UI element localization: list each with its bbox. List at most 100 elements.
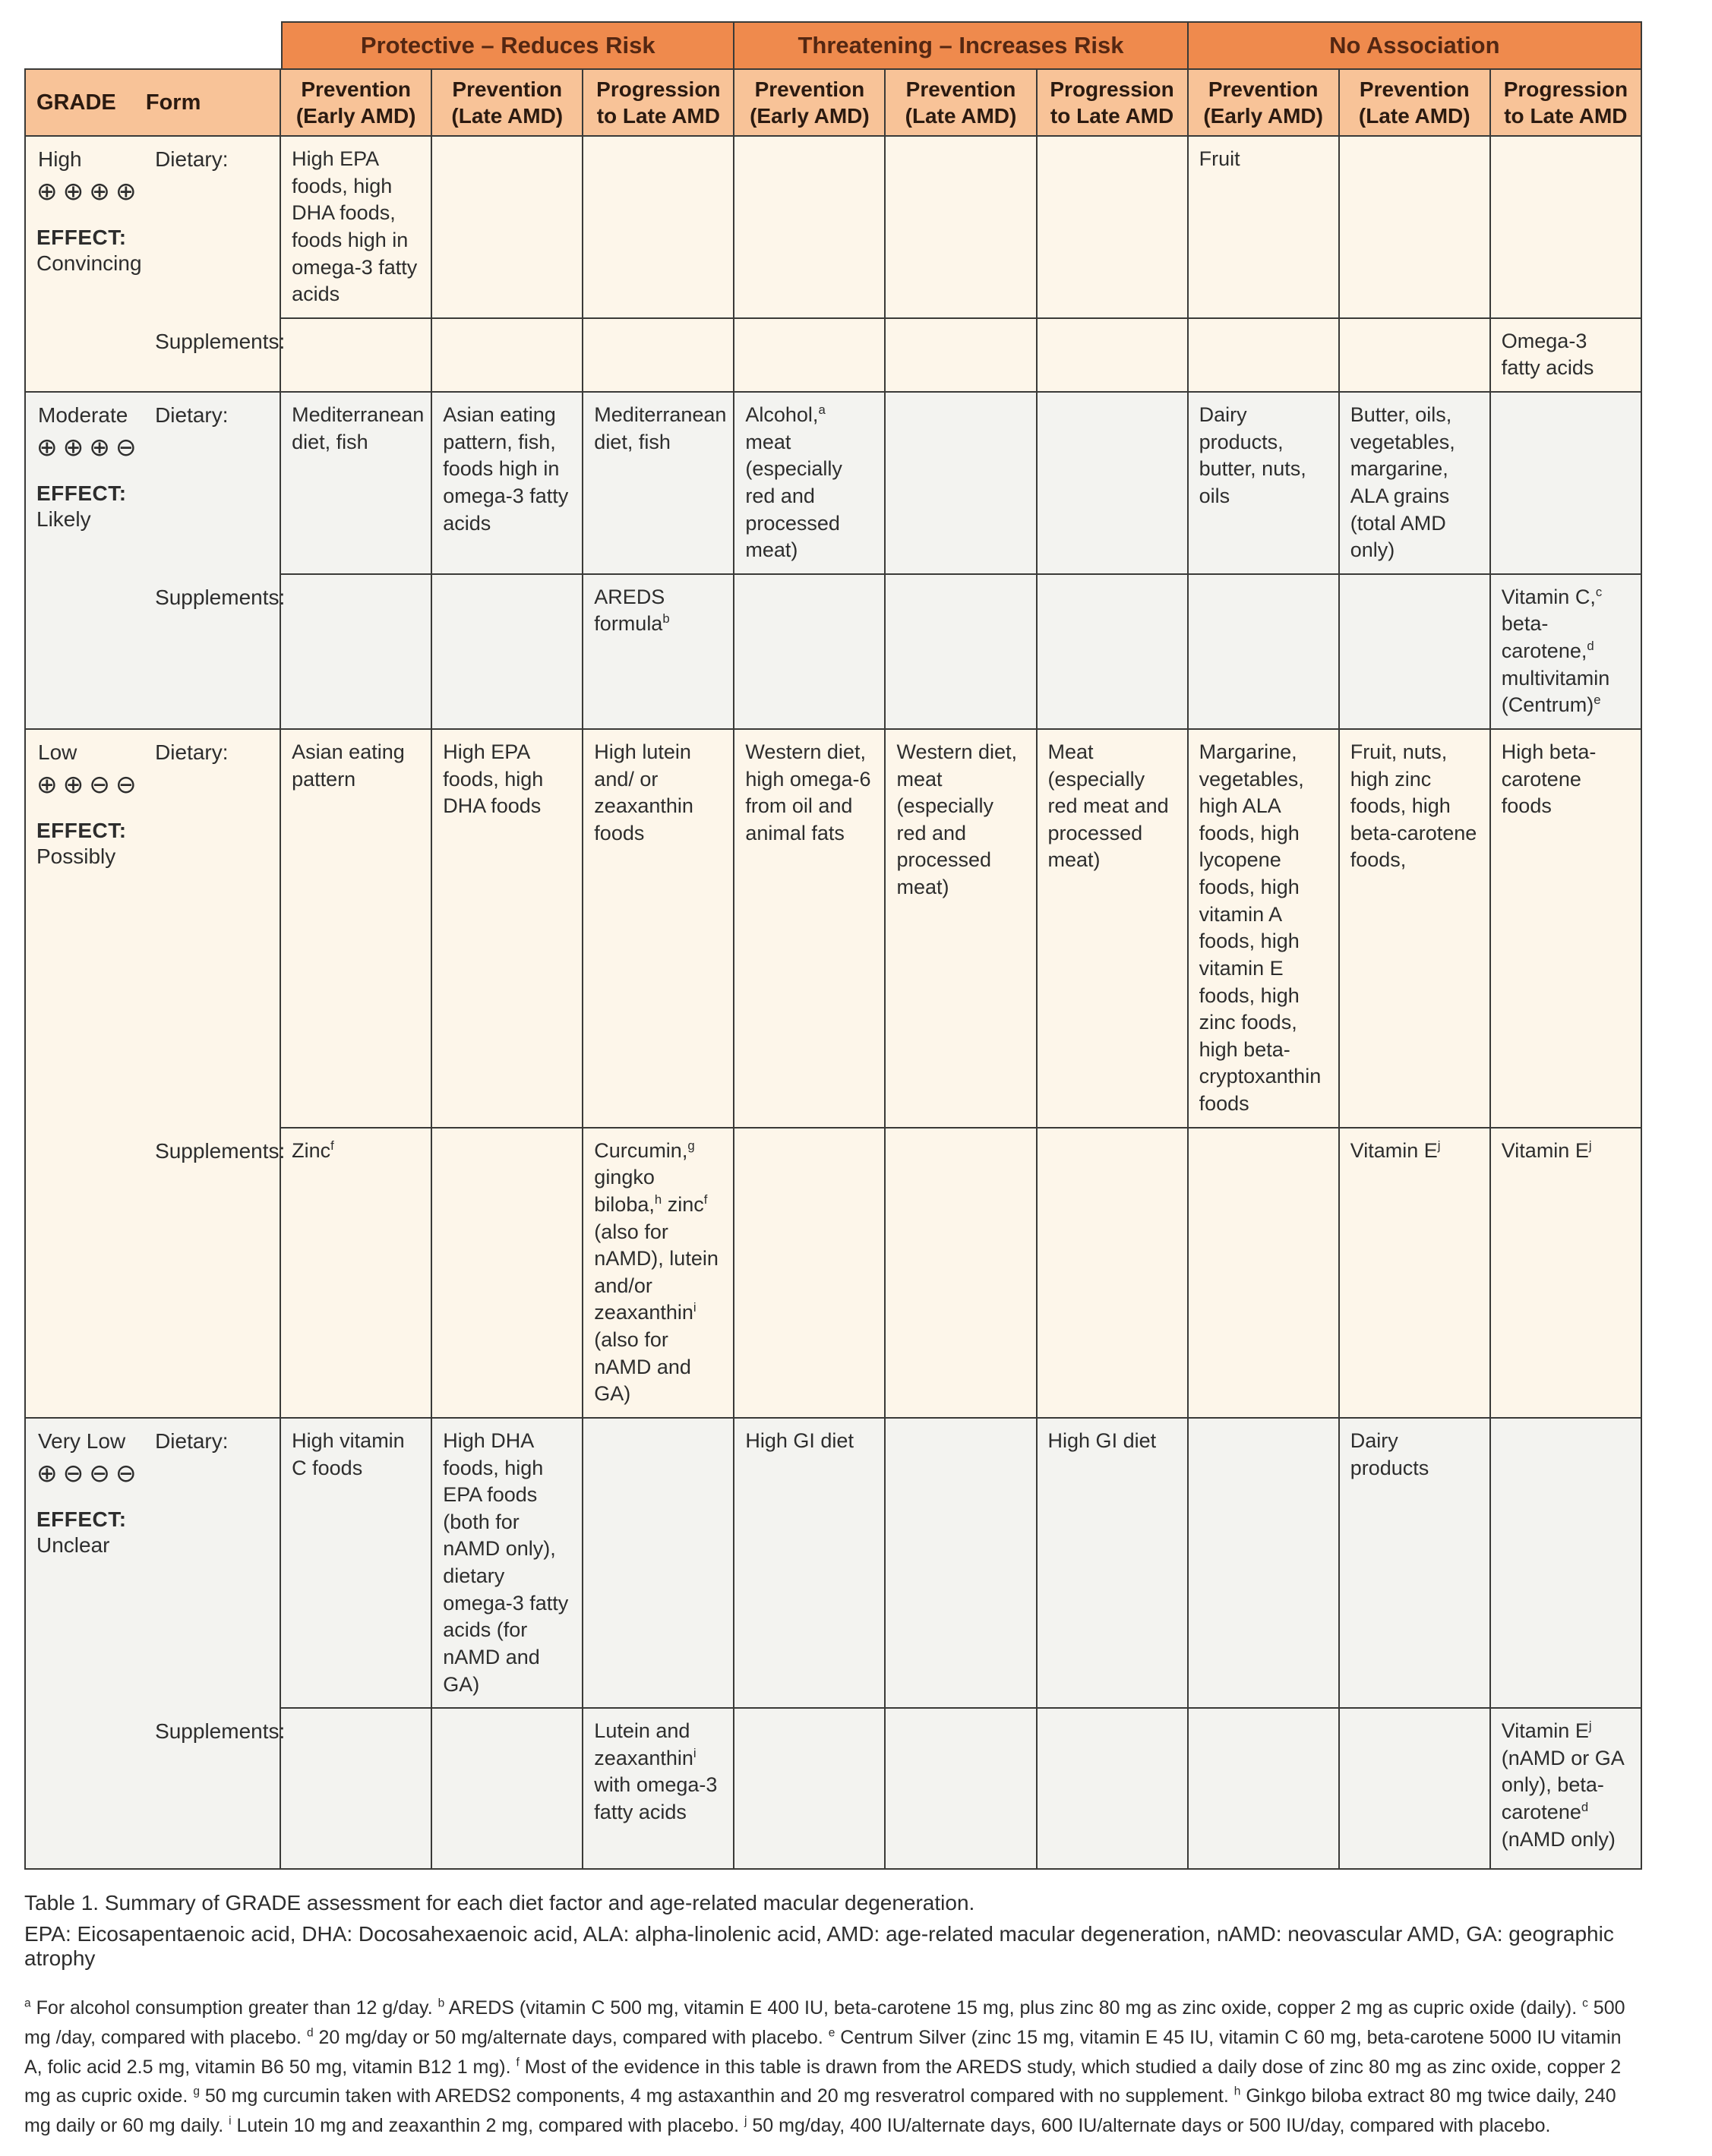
row-very-low-dietary: Very Low ⊕⊖⊖⊖ EFFECT: Unclear Dietary: High v…	[24, 1418, 1642, 1870]
cell-low-dietary-col2: High EPA foods, high DHA foods	[432, 729, 584, 1129]
effect-heading-very-low: EFFECT:	[36, 1507, 127, 1531]
group-header-row: Protective – Reduces Risk Threatening – …	[24, 21, 1642, 70]
form-label-supplements-very-low: Supplements:	[144, 1709, 285, 1870]
effect-value-low: Possibly	[36, 844, 116, 868]
cell-moderate-dietary-col8: Butter, oils, vegetables, margarine, ALA…	[1339, 393, 1491, 575]
cell-low-supplements-col5	[886, 1128, 1038, 1419]
grade-cell-low: Low ⊕⊕⊖⊖ EFFECT: Possibly	[24, 729, 145, 1419]
form-label-dietary-low: Dietary:	[144, 729, 282, 1129]
effect-value-high: Convincing	[36, 251, 142, 275]
cell-low-supplements-col3: Curcumin,g gingko biloba,h zincf (also f…	[583, 1128, 735, 1419]
effect-heading-low: EFFECT:	[36, 818, 127, 842]
cell-moderate-supplements-col8	[1339, 574, 1491, 730]
form-label-supplements-high: Supplements:	[144, 318, 285, 393]
col-header-noassoc-prevention-early: Prevention (Early AMD)	[1188, 70, 1340, 137]
cell-very-low-dietary-col3	[583, 1418, 735, 1709]
form-label-supplements-moderate: Supplements:	[144, 574, 285, 730]
cell-high-dietary-col7: Fruit	[1188, 137, 1340, 319]
cell-moderate-supplements-col3: AREDS formulab	[583, 574, 735, 730]
row-low-dietary: Low ⊕⊕⊖⊖ EFFECT: Possibly Dietary: Asian eati…	[24, 729, 1642, 1419]
cell-high-dietary-col4	[734, 137, 886, 319]
cell-very-low-dietary-col7	[1188, 1418, 1340, 1709]
cell-moderate-dietary-col3: Mediterranean diet, fish	[583, 393, 735, 575]
cell-low-supplements-col1: Zincf	[281, 1128, 433, 1419]
cell-moderate-supplements-col6	[1037, 574, 1189, 730]
cell-very-low-dietary-col4: High GI diet	[734, 1418, 886, 1709]
cell-very-low-dietary-col8: Dairy products	[1339, 1418, 1491, 1709]
cell-moderate-supplements-col4	[734, 574, 886, 730]
cell-low-supplements-col2	[432, 1128, 584, 1419]
cell-low-dietary-col7: Margarine, vegetables, high ALA foods, h…	[1188, 729, 1340, 1129]
effect-value-very-low: Unclear	[36, 1533, 110, 1557]
caption-block: Table 1. Summary of GRADE assessment for…	[24, 1891, 1642, 2141]
cell-very-low-dietary-col6: High GI diet	[1037, 1418, 1189, 1709]
cell-high-supplements-col6	[1037, 318, 1189, 393]
cell-moderate-dietary-col6	[1037, 393, 1189, 575]
cell-very-low-dietary-col5	[886, 1418, 1038, 1709]
corner-header: GRADE Form	[24, 70, 282, 137]
cell-moderate-dietary-col4: Alcohol,a meat (especially red and proce…	[734, 393, 886, 575]
grade-name-high: High	[38, 147, 82, 171]
form-label-dietary-high: Dietary:	[144, 137, 282, 319]
cell-very-low-dietary-col1: High vitamin C foods	[281, 1418, 433, 1709]
corner-blank	[24, 21, 282, 70]
cell-very-low-dietary-col2: High DHA foods, high EPA foods (both for…	[432, 1418, 584, 1709]
grade-cell-high: High ⊕⊕⊕⊕ EFFECT: Convincing	[24, 137, 145, 393]
cell-high-dietary-col6	[1037, 137, 1189, 319]
cell-moderate-dietary-col1: Mediterranean diet, fish	[281, 393, 433, 575]
cell-very-low-supplements-col9: Vitamin Ej (nAMD or GA only), beta-carot…	[1490, 1709, 1642, 1870]
cell-high-supplements-col4	[734, 318, 886, 393]
cell-very-low-supplements-col4	[734, 1709, 886, 1870]
cell-very-low-supplements-col6	[1037, 1709, 1189, 1870]
cell-high-dietary-col5	[886, 137, 1038, 319]
form-column-label: Form	[145, 90, 201, 115]
form-label-supplements-low: Supplements:	[144, 1128, 285, 1419]
cell-low-dietary-col8: Fruit, nuts, high zinc foods, high beta-…	[1339, 729, 1491, 1129]
cell-high-supplements-col5	[886, 318, 1038, 393]
footnotes: a For alcohol consumption greater than 1…	[24, 1997, 1625, 2137]
cell-very-low-supplements-col1	[281, 1709, 433, 1870]
cell-very-low-supplements-col7	[1188, 1709, 1340, 1870]
col-header-noassoc-prevention-late: Prevention (Late AMD)	[1339, 70, 1491, 137]
grade-name-moderate: Moderate	[38, 403, 128, 427]
row-very-low-supplements: Supplements: Lutein and zeaxanthini with …	[24, 1709, 1642, 1870]
col-header-threatening-prevention-late: Prevention (Late AMD)	[886, 70, 1038, 137]
cell-high-supplements-col7	[1188, 318, 1340, 393]
cell-low-dietary-col5: Western diet, meat (especially red and p…	[886, 729, 1038, 1129]
table-caption: Table 1. Summary of GRADE assessment for…	[24, 1891, 975, 1915]
grade-name-very-low: Very Low	[38, 1428, 126, 1453]
cell-moderate-dietary-col5	[886, 393, 1038, 575]
effect-heading-high: EFFECT:	[36, 226, 127, 249]
form-label-dietary-very-low: Dietary:	[144, 1418, 282, 1709]
group-header-threatening: Threatening – Increases Risk	[734, 21, 1189, 70]
amd-grade-table: Protective – Reduces Risk Threatening – …	[24, 21, 1642, 1870]
cell-low-supplements-col7	[1188, 1128, 1340, 1419]
group-header-no-association: No Association	[1188, 21, 1642, 70]
table-body: High ⊕⊕⊕⊕ EFFECT: Convincing Dietary: High EP…	[24, 137, 1642, 1870]
cell-low-dietary-col6: Meat (especially red meat and processed …	[1037, 729, 1189, 1129]
grade-symbols-low: ⊕⊕⊖⊖	[36, 769, 142, 799]
form-label-dietary-moderate: Dietary:	[144, 393, 282, 575]
cell-low-dietary-col1: Asian eating pattern	[281, 729, 433, 1129]
col-header-protective-progression: Progression to Late AMD	[583, 70, 735, 137]
cell-high-supplements-col1	[281, 318, 433, 393]
cell-moderate-supplements-col7	[1188, 574, 1340, 730]
cell-very-low-supplements-col5	[886, 1709, 1038, 1870]
cell-moderate-supplements-col5	[886, 574, 1038, 730]
cell-moderate-dietary-col7: Dairy products, butter, nuts, oils	[1188, 393, 1340, 575]
cell-low-supplements-col8: Vitamin Ej	[1339, 1128, 1491, 1419]
cell-moderate-supplements-col1	[281, 574, 433, 730]
cell-low-dietary-col4: Western diet, high omega-6 from oil and …	[734, 729, 886, 1129]
cell-high-dietary-col9	[1490, 137, 1642, 319]
cell-high-supplements-col9: Omega-3 fatty acids	[1490, 318, 1642, 393]
row-high-dietary: High ⊕⊕⊕⊕ EFFECT: Convincing Dietary: High EP…	[24, 137, 1642, 393]
effect-heading-moderate: EFFECT:	[36, 481, 127, 505]
row-high-supplements: Supplements: Omega-3 fatty acids	[24, 318, 1642, 393]
grade-symbols-very-low: ⊕⊖⊖⊖	[36, 1457, 142, 1488]
cell-high-supplements-col2	[432, 318, 584, 393]
row-moderate-supplements: Supplements: AREDS formulab Vitamin C,c be…	[24, 574, 1642, 730]
effect-value-moderate: Likely	[36, 507, 91, 531]
col-header-noassoc-progression: Progression to Late AMD	[1490, 70, 1642, 137]
col-header-protective-prevention-early: Prevention (Early AMD)	[281, 70, 433, 137]
